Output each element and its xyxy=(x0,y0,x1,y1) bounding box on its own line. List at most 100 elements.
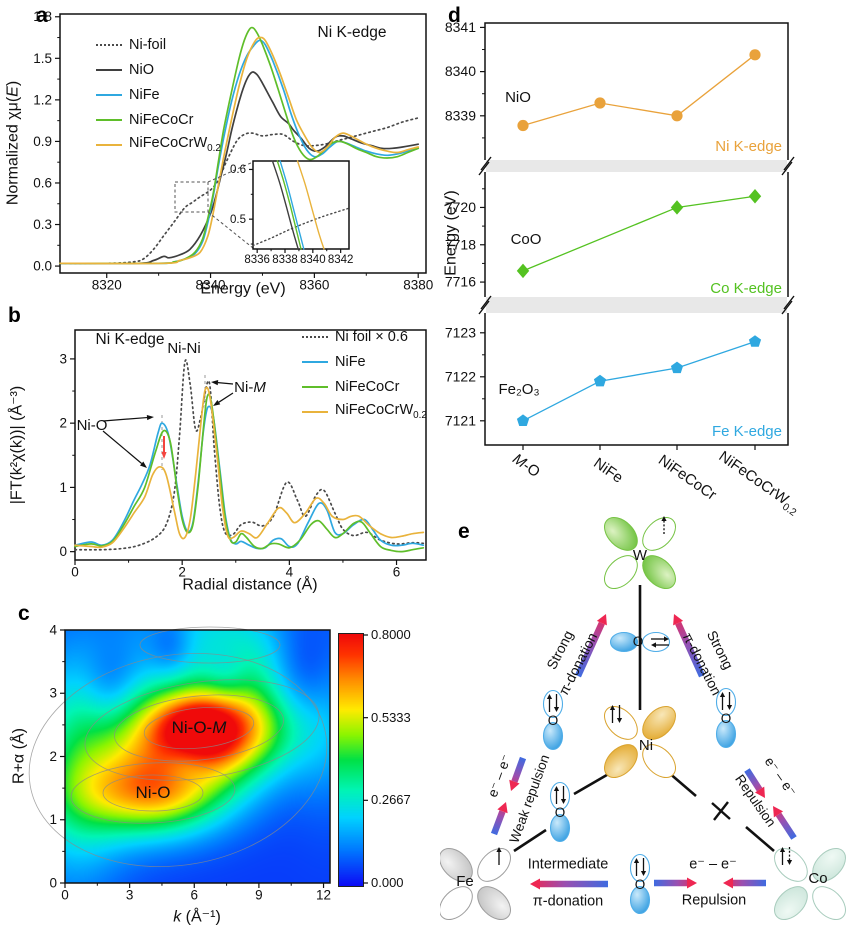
svg-text:8340: 8340 xyxy=(196,277,226,292)
legend-line-swatch xyxy=(96,93,122,96)
svg-text:4: 4 xyxy=(49,622,57,637)
svg-text:4: 4 xyxy=(286,564,294,579)
gradient-arrow-icon xyxy=(675,621,705,678)
panel-letter-c: c xyxy=(18,602,30,625)
annotation: Ni-O xyxy=(76,417,108,435)
svg-text:7122: 7122 xyxy=(445,368,476,384)
svg-text:1.5: 1.5 xyxy=(33,51,52,66)
panel-letter-b: b xyxy=(8,304,21,327)
panel-a-xanes: 8320 8340 8360 8380 0.0 0.3 0.6 0.9 1.2 1.5 1.8 833… xyxy=(0,0,440,300)
o-orbital-icon xyxy=(542,689,564,751)
legend-line-swatch xyxy=(96,43,122,46)
diagram-label: Ni xyxy=(638,737,654,755)
y-axis-label: Normalized χμ(E) xyxy=(4,80,22,206)
svg-text:1: 1 xyxy=(59,480,67,495)
svg-text:8341: 8341 xyxy=(445,19,476,35)
diagram-label: O xyxy=(547,712,559,728)
svg-text:8338: 8338 xyxy=(272,254,298,266)
svg-text:1.2: 1.2 xyxy=(33,92,52,107)
svg-text:0.6: 0.6 xyxy=(230,164,246,176)
svg-text:7123: 7123 xyxy=(445,324,476,340)
edge-energy-plot: 8339 8340 8341 7716 7718 7720 7121 7122 7123 xyxy=(445,19,795,450)
annotation: Ni-Ni xyxy=(167,340,201,358)
diagram-label: π-donation xyxy=(532,893,604,910)
svg-text:8342: 8342 xyxy=(328,254,354,266)
svg-text:8380: 8380 xyxy=(403,277,433,292)
legend-label: NiO xyxy=(129,61,154,78)
diagram-label: Fe xyxy=(456,873,474,891)
legend-item: NiFeCoCr xyxy=(96,107,221,132)
legend-label: Ni foil × 0.6 xyxy=(335,328,408,345)
diagram-label: O xyxy=(720,710,732,726)
fe-orbital-icon xyxy=(439,847,511,920)
svg-text:0: 0 xyxy=(49,875,57,890)
panel-letter-d: d xyxy=(448,4,461,27)
svg-text:2: 2 xyxy=(49,749,57,764)
svg-text:8360: 8360 xyxy=(299,277,329,292)
ni-orbital-icon xyxy=(604,705,676,778)
legend-item: NiFeCoCrW0.2 xyxy=(302,399,427,424)
legend-label: NiFe xyxy=(129,86,160,103)
gradient-arrow-icon xyxy=(775,812,797,840)
diagram-label: O xyxy=(554,804,566,820)
gradient-arrow-icon xyxy=(744,768,763,792)
reference-label: Fe₂O₃ xyxy=(498,381,540,399)
svg-text:0.6: 0.6 xyxy=(33,175,52,190)
svg-text:12: 12 xyxy=(316,887,331,902)
x-axis-label: Energy (eV) xyxy=(200,280,286,298)
svg-text:6: 6 xyxy=(191,887,199,902)
annotation: Ni-M xyxy=(234,379,266,397)
legend-item: NiFeCoCr xyxy=(302,374,427,399)
svg-text:1: 1 xyxy=(49,812,57,827)
svg-text:8336: 8336 xyxy=(244,254,270,266)
svg-text:8340: 8340 xyxy=(300,254,326,266)
exafs-plot: 0 2 4 6 0 1 2 3 xyxy=(59,329,427,579)
colorbar-tick-label: 0.8000 xyxy=(371,627,411,643)
svg-text:8340: 8340 xyxy=(445,63,476,79)
svg-text:2: 2 xyxy=(178,564,186,579)
panel-e-orbital-diagram: e Strong π-donation π-donation Strong e⁻ – e… xyxy=(439,480,861,944)
colorbar-tick-label: 0.000 xyxy=(371,875,404,891)
diagram-label: W xyxy=(632,547,648,565)
legend-line-swatch xyxy=(96,68,122,71)
edge-label: Ni K-edge xyxy=(715,138,782,156)
w-orbital-icon xyxy=(604,516,676,589)
svg-text:0.0: 0.0 xyxy=(33,259,52,274)
legend-item: NiFeCoCrW0.2 xyxy=(96,132,221,157)
legend-xanes: Ni-foil NiO NiFe NiFeCoCr NiFeCoCrW0.2 xyxy=(96,32,221,157)
panel-letter-e: e xyxy=(458,520,470,543)
svg-text:9: 9 xyxy=(255,887,263,902)
gradient-arrow-icon xyxy=(575,621,605,678)
y-axis-label: Energy (eV) xyxy=(442,190,460,276)
legend-label: NiFeCoCrW0.2 xyxy=(129,135,221,154)
diagram-label: Co xyxy=(808,870,828,888)
reference-label: NiO xyxy=(505,89,531,107)
legend-line-swatch xyxy=(302,360,328,363)
svg-text:7718: 7718 xyxy=(445,236,476,252)
legend-line-swatch xyxy=(96,118,122,121)
svg-text:0.3: 0.3 xyxy=(33,217,52,232)
x-axis-label: Radial distance (Å) xyxy=(182,576,318,594)
svg-text:0.9: 0.9 xyxy=(33,134,52,149)
legend-line-swatch xyxy=(96,143,122,146)
annotation: Ni K-edge xyxy=(317,23,387,41)
orbital-diagram xyxy=(439,516,846,920)
annotation: Ni K-edge xyxy=(95,330,165,348)
colorbar-tick-label: 0.2667 xyxy=(371,792,411,808)
y-axis-label: |FT(k²χ(k))| (Å⁻³) xyxy=(8,385,26,505)
legend-label: NiFeCoCrW0.2 xyxy=(335,402,427,421)
legend-item: NiO xyxy=(96,57,221,82)
diagram-label: e⁻ – e⁻ xyxy=(689,856,737,873)
svg-text:8339: 8339 xyxy=(445,107,476,123)
y-axis-label: R+α (Å) xyxy=(10,728,28,784)
svg-text:7720: 7720 xyxy=(445,199,476,215)
legend-label: Ni-foil xyxy=(129,36,167,53)
diagram-label: Intermediate xyxy=(527,856,609,873)
edge-label: Fe K-edge xyxy=(711,423,782,441)
svg-text:0.5: 0.5 xyxy=(230,214,246,226)
diagram-label: O xyxy=(634,876,646,892)
legend-line-swatch xyxy=(302,335,328,338)
panel-b-exafs: 0 2 4 6 0 1 2 3 Ni foil × 0.6 NiFe NiFeCoCr NiFeCo… xyxy=(0,300,440,600)
